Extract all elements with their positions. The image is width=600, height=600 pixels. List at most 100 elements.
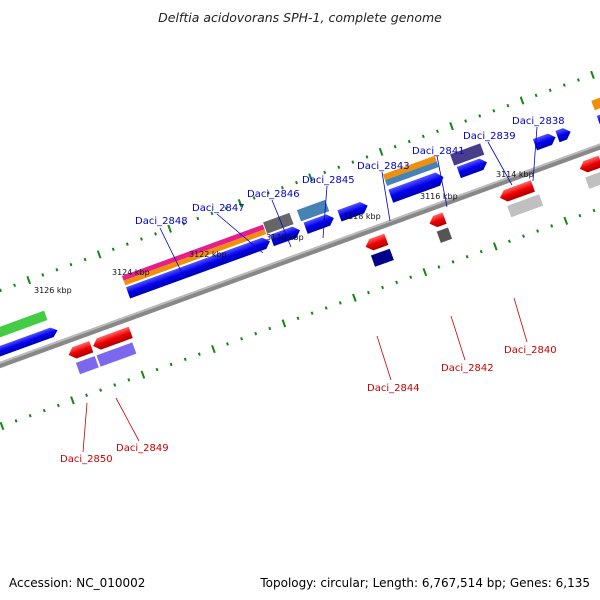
major-tick [493, 242, 498, 251]
gene-label[interactable]: Daci_2842 [441, 363, 494, 374]
gene-daci-2841-feature[interactable] [450, 143, 485, 166]
map-title: Delftia acidovorans SPH-1, complete geno… [158, 10, 442, 25]
major-tick [422, 267, 428, 277]
gene-daci-2846-feature[interactable] [296, 199, 330, 222]
minor-tick [280, 185, 284, 190]
gene-label[interactable]: Daci_2845 [302, 175, 355, 186]
gene-label[interactable]: Daci_2843 [357, 161, 410, 172]
scale-label: 3118 kbp [343, 212, 381, 221]
gene-label[interactable]: Daci_2838 [512, 116, 565, 127]
gene-daci-2839[interactable] [532, 132, 558, 151]
gene-daci-2841[interactable] [456, 157, 489, 179]
minor-tick [240, 337, 244, 341]
gene-daci-2844[interactable] [364, 233, 389, 253]
gene-daci-2847[interactable] [269, 225, 302, 247]
gene-label[interactable]: Daci_2841 [412, 146, 465, 157]
minor-tick [182, 221, 186, 226]
minor-tick [367, 290, 370, 295]
minor-tick [492, 109, 496, 113]
minor-tick [224, 206, 228, 210]
gene-daci-2840-feature[interactable] [507, 194, 544, 218]
minor-tick [266, 191, 270, 195]
gene-daci-2842-feature[interactable] [436, 227, 453, 243]
gene-daci-2840[interactable] [498, 180, 535, 203]
minor-tick [324, 306, 328, 310]
minor-tick [592, 208, 596, 213]
minor-tick [465, 254, 469, 259]
minor-tick [42, 408, 46, 413]
minor-tick [338, 301, 342, 305]
minor-tick [437, 265, 441, 269]
gene-orange-right[interactable] [591, 87, 600, 111]
gene-daci-2849[interactable] [91, 326, 133, 352]
major-tick [563, 216, 569, 225]
gene-label[interactable]: Daci_2848 [135, 216, 188, 227]
gene-daci-2850[interactable] [67, 341, 94, 360]
gene-label[interactable]: Daci_2839 [463, 131, 516, 142]
gene-forward[interactable] [0, 326, 59, 365]
gene-label[interactable]: Daci_2840 [504, 345, 557, 356]
gene-daci-2847-feature[interactable] [263, 212, 294, 234]
gene-daci-2844-feature[interactable] [370, 248, 394, 267]
gene-daci-2842[interactable] [427, 212, 447, 229]
minor-tick [323, 170, 327, 175]
major-tick [140, 370, 146, 379]
gene-label[interactable]: Daci_2850 [60, 454, 113, 465]
minor-tick [55, 268, 59, 272]
minor-tick [197, 352, 201, 356]
scale-ticks-lower [0, 208, 596, 431]
gene-daci-2848[interactable] [125, 236, 272, 299]
minor-tick [127, 378, 131, 382]
gene-green[interactable] [0, 310, 48, 348]
minor-tick [337, 165, 341, 169]
major-tick [211, 344, 216, 354]
minor-tick [0, 288, 2, 293]
gene-feature-pink[interactable] [121, 224, 265, 281]
scale-label: 3116 kbp [420, 192, 458, 201]
minor-tick [155, 367, 159, 372]
minor-tick [295, 180, 298, 185]
minor-tick [562, 83, 566, 87]
minor-tick [13, 283, 17, 287]
gene-daci-2843-feature-orange[interactable] [382, 155, 437, 181]
scale-label: 3120 kbp [266, 233, 304, 242]
minor-tick [576, 78, 580, 82]
accession-text: Accession: NC_010002 [9, 576, 146, 590]
gene-label[interactable]: Daci_2846 [247, 189, 300, 200]
reverse-strand [67, 155, 600, 375]
gene-red-right[interactable] [578, 155, 600, 175]
minor-tick [381, 285, 385, 290]
scale-label: 3124 kbp [112, 268, 150, 277]
minor-tick [310, 311, 314, 315]
major-tick [281, 319, 287, 328]
gene-daci-2846[interactable] [303, 212, 336, 234]
gene-label[interactable]: Daci_2847 [192, 203, 245, 214]
minor-tick [69, 262, 73, 267]
minor-tick [226, 342, 229, 346]
minor-tick [395, 280, 399, 285]
minor-tick [478, 114, 482, 118]
minor-tick [210, 211, 214, 216]
gene-label[interactable]: Daci_2849 [116, 443, 169, 454]
minor-tick [252, 196, 256, 200]
gene-daci-2850-feature[interactable] [75, 356, 99, 375]
minor-tick [28, 413, 32, 418]
genome-backbone [0, 129, 600, 375]
gene-daci-2838[interactable] [555, 126, 572, 143]
minor-tick [56, 403, 60, 408]
gene-label[interactable]: Daci_2844 [367, 383, 420, 394]
scale-labels: 3126 kbp 3124 kbp 3122 kbp 3120 kbp 3118… [34, 170, 534, 295]
minor-tick [41, 273, 45, 277]
gene-daci-2849-feature[interactable] [96, 342, 137, 367]
topology-text: Topology: circular; Length: 6,767,514 bp… [260, 576, 590, 590]
minor-tick [85, 393, 89, 397]
gene-daci-2845[interactable] [337, 200, 369, 222]
minor-tick [14, 419, 18, 423]
gene-daci-2843[interactable] [388, 170, 445, 203]
minor-tick [536, 229, 540, 233]
gene-grey-right[interactable] [585, 170, 600, 189]
major-tick [0, 421, 5, 431]
gene-daci-2843-feature-blue[interactable] [385, 161, 439, 186]
gene-feature-orange[interactable] [123, 229, 267, 286]
